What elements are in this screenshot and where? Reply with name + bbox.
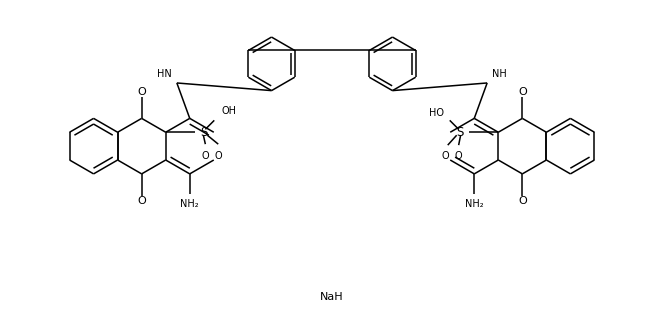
Text: NH₂: NH₂ (181, 199, 199, 209)
Text: NaH: NaH (320, 292, 344, 302)
Text: O: O (202, 151, 209, 161)
Text: NH: NH (492, 69, 507, 79)
Text: OH: OH (221, 106, 236, 117)
Text: O: O (518, 196, 527, 206)
Text: O: O (518, 87, 527, 97)
Text: S: S (201, 126, 208, 139)
Text: O: O (455, 151, 462, 161)
Text: O: O (214, 151, 222, 161)
Text: HO: HO (429, 108, 444, 118)
Text: O: O (137, 196, 146, 206)
Text: NH₂: NH₂ (465, 199, 483, 209)
Text: S: S (456, 126, 463, 139)
Text: O: O (137, 87, 146, 97)
Text: HN: HN (157, 69, 172, 79)
Text: O: O (442, 151, 450, 161)
